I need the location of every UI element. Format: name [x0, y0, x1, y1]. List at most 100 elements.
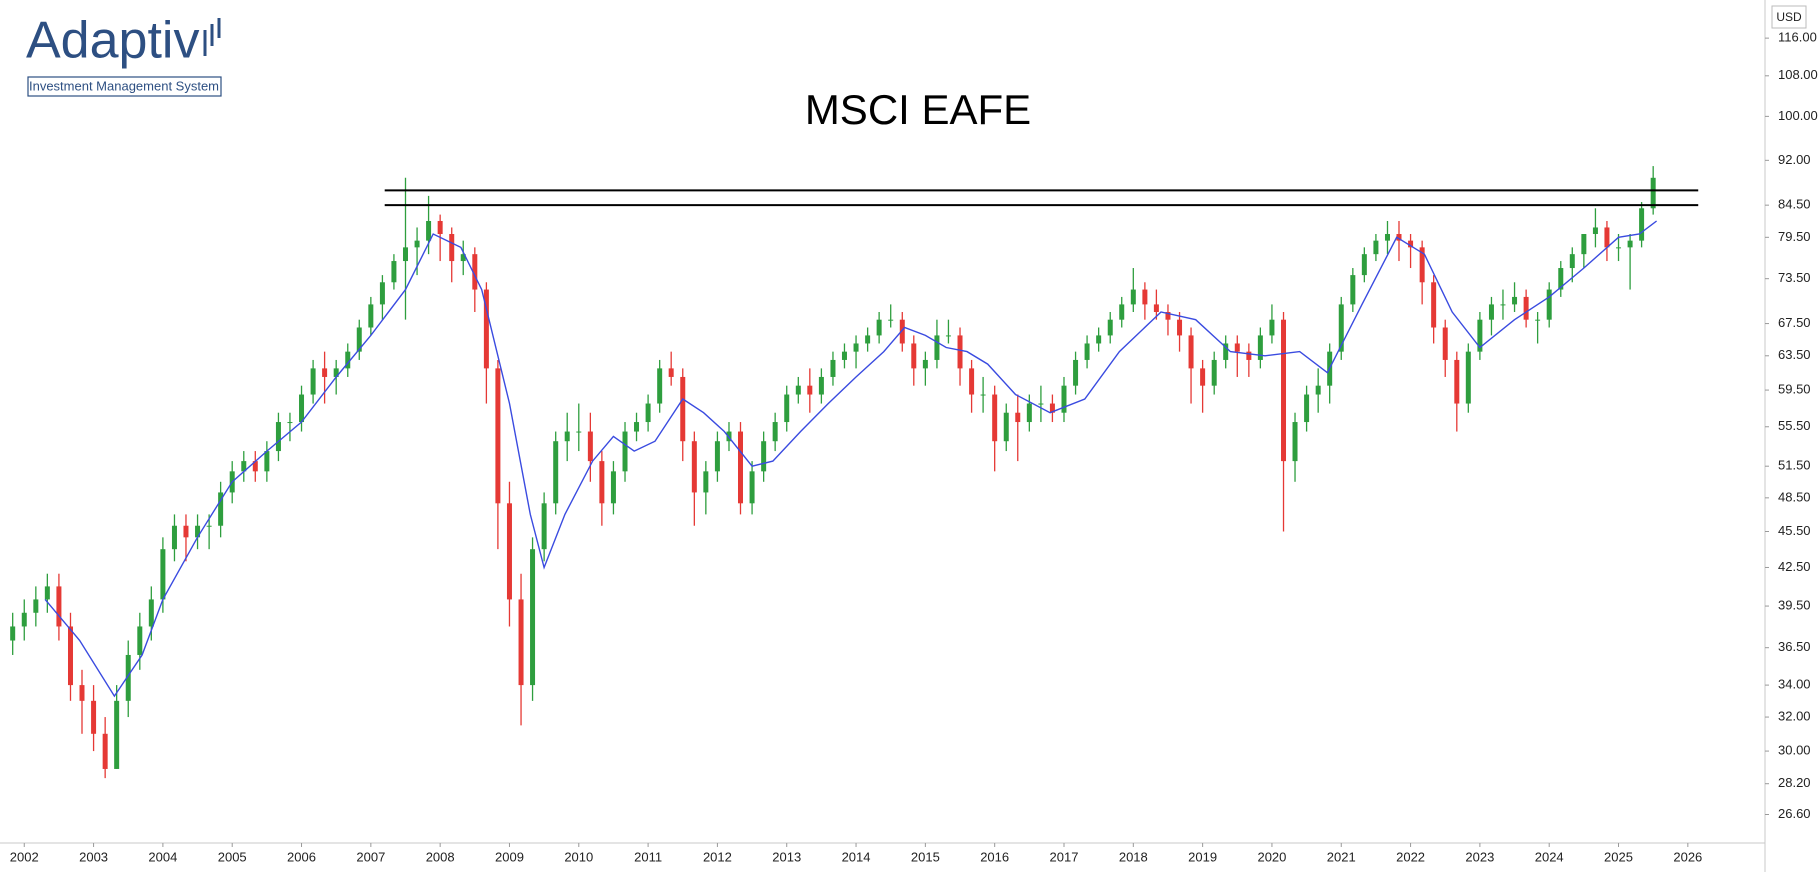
- candle-body: [830, 359, 836, 377]
- candle-body: [1119, 304, 1125, 320]
- candle-body: [1350, 275, 1356, 305]
- candle-body: [645, 403, 651, 423]
- candle-body: [449, 234, 455, 262]
- candle-body: [1153, 304, 1159, 312]
- x-tick-label: 2022: [1396, 849, 1425, 864]
- candle-body: [841, 351, 847, 360]
- y-tick-label: 30.00: [1778, 743, 1811, 758]
- candle-body: [125, 654, 131, 701]
- candle-body: [1396, 234, 1402, 241]
- candle-body: [1431, 282, 1437, 328]
- logo-glyph: [203, 18, 221, 56]
- candle-body: [322, 368, 328, 377]
- x-tick-label: 2003: [79, 849, 108, 864]
- candle-body: [1488, 304, 1494, 320]
- y-tick-label: 48.50: [1778, 489, 1811, 504]
- candle-body: [114, 700, 120, 769]
- candle-body: [206, 525, 212, 527]
- candle-body: [668, 368, 674, 377]
- candle-body: [56, 586, 62, 627]
- candle-body: [1650, 177, 1656, 209]
- candle-body: [564, 431, 570, 442]
- candle-body: [888, 319, 894, 321]
- candle-body: [333, 368, 339, 377]
- candle-body: [44, 586, 50, 600]
- x-tick-label: 2012: [703, 849, 732, 864]
- x-tick-label: 2013: [772, 849, 801, 864]
- candle-body: [1281, 319, 1287, 462]
- candle-body: [1246, 351, 1252, 360]
- candle-body: [102, 733, 108, 769]
- candle-body: [1512, 296, 1518, 305]
- candle-body: [310, 368, 316, 395]
- y-tick-label: 32.00: [1778, 708, 1811, 723]
- candle-body: [1523, 296, 1529, 320]
- y-tick-label: 84.50: [1778, 197, 1811, 212]
- x-tick-label: 2026: [1673, 849, 1702, 864]
- candle-body: [1049, 403, 1055, 413]
- candle-body: [506, 503, 512, 600]
- candle-body: [911, 343, 917, 369]
- x-tick-label: 2014: [842, 849, 871, 864]
- candle-body: [657, 368, 663, 404]
- y-tick-label: 79.50: [1778, 229, 1811, 244]
- candle-body: [252, 461, 258, 472]
- candle-body: [922, 359, 928, 369]
- candle-body: [1096, 335, 1102, 344]
- candle-body: [934, 335, 940, 360]
- candle-body: [91, 700, 97, 734]
- candle-body: [818, 376, 824, 395]
- candle-body: [1454, 359, 1460, 404]
- candle-body: [1581, 234, 1587, 255]
- y-tick-label: 108.00: [1778, 67, 1818, 82]
- logo-tagline-box: [27, 76, 222, 97]
- candle-body: [795, 385, 801, 395]
- candle-body: [1361, 254, 1367, 276]
- candle-body: [703, 471, 709, 493]
- candle-body: [1477, 319, 1483, 352]
- candle-body: [1015, 412, 1021, 423]
- candle-body: [1419, 247, 1425, 283]
- y-tick-label: 34.00: [1778, 677, 1811, 692]
- candle-body: [737, 431, 743, 504]
- candle-body: [1269, 319, 1275, 336]
- candle-body: [1003, 412, 1009, 442]
- candle-body: [1315, 385, 1321, 395]
- candle-body: [1616, 247, 1622, 249]
- x-tick-label: 2009: [495, 849, 524, 864]
- candle-body: [368, 304, 374, 328]
- candle-body: [345, 351, 351, 369]
- y-tick-label: 45.50: [1778, 523, 1811, 538]
- candle-body: [1107, 319, 1113, 336]
- x-tick-label: 2005: [218, 849, 247, 864]
- candle-body: [622, 431, 628, 472]
- candle-body: [391, 261, 397, 283]
- x-tick-label: 2020: [1257, 849, 1286, 864]
- candle-body: [426, 220, 432, 241]
- y-tick-label: 67.50: [1778, 315, 1811, 330]
- candle-body: [1073, 359, 1079, 386]
- y-tick-label: 51.50: [1778, 458, 1811, 473]
- candle-body: [21, 612, 27, 627]
- candle-body: [1257, 335, 1263, 360]
- candle-body: [530, 549, 536, 686]
- candle-body: [460, 254, 466, 262]
- candle-body: [33, 599, 39, 613]
- candle-body: [287, 422, 293, 424]
- candle-body: [1627, 240, 1633, 248]
- candle-body: [1465, 351, 1471, 404]
- candle-body: [576, 431, 582, 433]
- candle-body: [992, 394, 998, 442]
- candle-body: [1200, 368, 1206, 386]
- candle-body: [171, 525, 177, 550]
- candle-body: [1338, 304, 1344, 352]
- candle-body: [807, 385, 813, 395]
- candle-body: [1500, 304, 1506, 306]
- y-tick-label: 42.50: [1778, 559, 1811, 574]
- candle-body: [610, 471, 616, 504]
- currency-label: USD: [1776, 10, 1802, 24]
- candle-body: [518, 599, 524, 686]
- candle-body: [379, 282, 385, 305]
- candle-body: [761, 441, 767, 472]
